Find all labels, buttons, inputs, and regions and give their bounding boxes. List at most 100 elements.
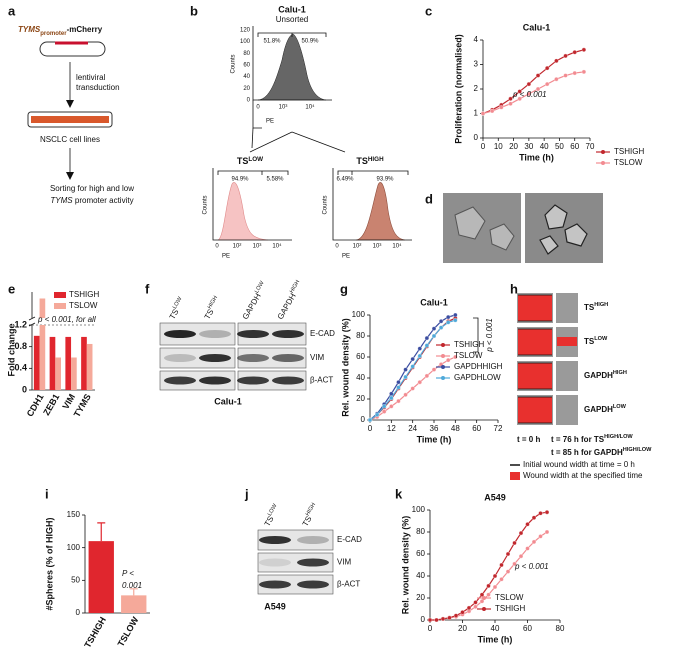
time-label: t = 76 h for TSHIGH/LOW xyxy=(551,434,633,444)
data-point xyxy=(581,47,587,52)
step-rest: promoter activity xyxy=(73,196,134,205)
panel-label: i xyxy=(45,486,49,501)
data-point xyxy=(446,320,451,325)
hist-subtitle: Unsorted xyxy=(276,15,308,24)
y-axis-label: Fold change xyxy=(6,323,16,376)
data-point xyxy=(446,314,451,320)
band xyxy=(297,580,329,589)
data-point xyxy=(512,561,517,567)
hist-xtick: 10⁴ xyxy=(272,243,282,250)
data-point xyxy=(466,605,472,611)
tube xyxy=(27,111,113,128)
band xyxy=(199,330,231,338)
band xyxy=(272,330,304,338)
annotation: p < 0.001 xyxy=(512,90,547,99)
annotation: p < 0.001 xyxy=(485,318,494,353)
blot xyxy=(257,574,334,595)
time-label-sup: HIGH/LOW xyxy=(623,447,652,453)
data-point xyxy=(453,312,458,318)
y-tick-label: 3 xyxy=(474,60,479,69)
blot xyxy=(257,529,334,551)
bar xyxy=(121,595,147,613)
y-tick-label: 0 xyxy=(22,384,27,394)
legend-swatch xyxy=(510,472,520,480)
x-tick-label: 70 xyxy=(586,142,595,151)
band xyxy=(272,376,304,385)
condition-label-sup: LOW xyxy=(613,404,627,410)
data-point xyxy=(535,86,541,92)
step-text: lentiviral xyxy=(76,73,106,82)
wound-image xyxy=(556,293,578,323)
blot xyxy=(257,552,334,573)
hist-title: TSHIGH xyxy=(356,156,384,167)
axes xyxy=(332,168,412,241)
hist-xtick: 0 xyxy=(215,244,219,250)
gate-label: 94.9% xyxy=(231,177,249,183)
suffix: -mCherry xyxy=(67,25,103,34)
data-point xyxy=(382,404,387,409)
data-point xyxy=(440,616,446,622)
band xyxy=(164,376,196,385)
data-point xyxy=(526,81,532,87)
data-point xyxy=(526,91,532,97)
x-tick-label: 12 xyxy=(387,424,396,433)
data-point xyxy=(438,325,444,330)
data-point xyxy=(480,111,486,116)
hist-ylabel: Counts xyxy=(231,54,237,73)
hist-ytick: 0 xyxy=(247,98,251,104)
legend-marker xyxy=(482,607,486,611)
legend-label: Wound width at the specified time xyxy=(523,471,643,480)
panel-label: j xyxy=(244,486,249,501)
data-point xyxy=(499,562,504,568)
condition-label-sup: HIGH xyxy=(613,370,627,376)
time-label-base: t = 76 h for TS xyxy=(551,435,605,444)
y-tick-label: 0 xyxy=(361,415,366,424)
blot-caption: A549 xyxy=(264,601,286,611)
condition-label-base: GAPDH xyxy=(584,405,613,414)
hist-ytick: 80 xyxy=(243,51,250,57)
data-point xyxy=(531,539,537,545)
wound-area xyxy=(518,329,552,355)
data-point xyxy=(389,395,394,401)
data-point xyxy=(374,412,380,417)
legend-label: TSHIGH xyxy=(614,147,644,156)
bar xyxy=(71,357,77,390)
micrograph xyxy=(525,193,603,263)
data-point xyxy=(499,105,504,110)
bar xyxy=(55,357,61,390)
data-point xyxy=(417,353,422,359)
data-point xyxy=(473,604,478,609)
band xyxy=(199,376,231,385)
legend-label: TSLOW xyxy=(614,158,643,167)
data-point xyxy=(431,367,437,372)
panel-label: a xyxy=(8,3,16,18)
y-tick-label: 0 xyxy=(474,133,479,142)
arrow-head xyxy=(66,100,74,108)
lane-label: TSLOW xyxy=(167,296,187,321)
arrow xyxy=(251,127,254,149)
data-point xyxy=(554,58,559,63)
y-tick-label: 100 xyxy=(352,310,366,319)
data-point xyxy=(545,66,550,71)
data-point xyxy=(453,613,459,618)
gene: TYMS xyxy=(18,25,41,34)
gate-label: 5.58% xyxy=(266,177,284,183)
annotation: p < 0.001 xyxy=(514,562,549,571)
band xyxy=(259,558,291,567)
y-tick-label: 4 xyxy=(474,35,479,44)
data-point xyxy=(492,573,498,579)
data-point xyxy=(434,617,439,623)
bar xyxy=(39,325,46,390)
wound-area xyxy=(518,363,552,389)
hist-title-base: TS xyxy=(356,156,368,166)
band xyxy=(164,330,196,338)
y-axis-label: #Spheres (% of HIGH) xyxy=(44,517,54,610)
data-point xyxy=(518,554,524,559)
data-point xyxy=(535,73,541,78)
x-tick-label: 36 xyxy=(430,424,439,433)
x-tick-label: 60 xyxy=(523,624,532,633)
data-point xyxy=(508,101,513,106)
x-tick-label: 20 xyxy=(458,624,467,633)
x-tick-label: 0 xyxy=(481,142,486,151)
band xyxy=(259,536,291,544)
